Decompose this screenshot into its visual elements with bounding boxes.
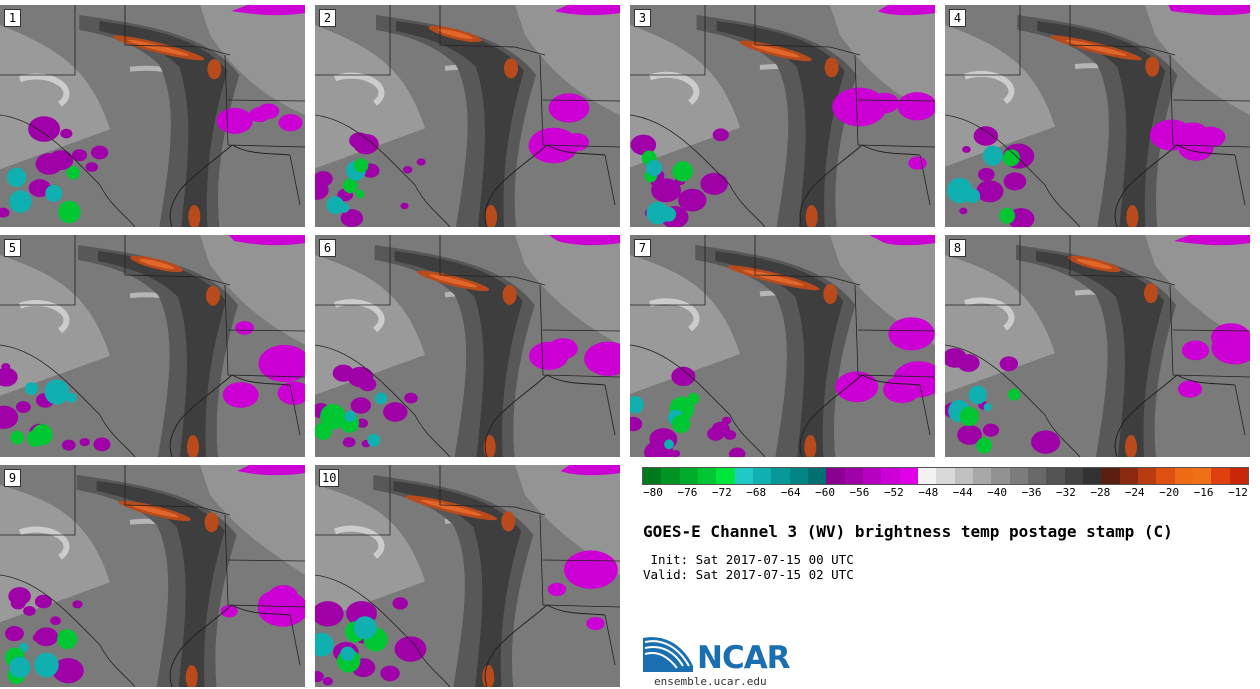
colorbar-swatch [1009, 468, 1028, 484]
brightness-temp-map [315, 235, 620, 457]
brightness-temp-map [0, 5, 305, 227]
colorbar-swatch [862, 468, 882, 484]
map-panel-3: 3 [630, 5, 935, 227]
brightness-temp-map [630, 5, 935, 227]
website-url: ensemble.ucar.edu [654, 675, 767, 688]
map-panel-4: 4 [945, 5, 1250, 227]
colorbar-swatch [716, 468, 735, 484]
colorbar-swatch [1101, 468, 1120, 484]
member-number-badge: 2 [319, 9, 336, 27]
colorbar-swatch [826, 468, 845, 484]
member-number-badge: 10 [319, 469, 340, 487]
colorbar-tick-label: −56 [849, 486, 870, 499]
colorbar-swatch [1137, 468, 1157, 484]
colorbar-swatch [881, 468, 900, 484]
map-panel-10: 10 [315, 465, 620, 687]
colorbar-swatch [643, 468, 662, 484]
member-number-badge: 3 [634, 9, 651, 27]
colorbar-ticks: −80 −76 −72 −68 −64 −60 −56 −52 −48 −44 −40 −36 −32 −… [643, 486, 1248, 500]
member-number-badge: 8 [949, 239, 966, 257]
brightness-temp-map [945, 235, 1250, 457]
map-panel-5: 5 [0, 235, 305, 457]
colorbar-swatch [1119, 468, 1138, 484]
member-number-badge: 7 [634, 239, 651, 257]
colorbar-tick-label: −24 [1124, 486, 1145, 499]
colorbar-swatch [972, 468, 992, 484]
map-panel-9: 9 [0, 465, 305, 687]
member-number-badge: 1 [4, 9, 21, 27]
colorbar-tick-label: −16 [1193, 486, 1214, 499]
colorbar-tick-label: −36 [1021, 486, 1042, 499]
brightness-temp-map [0, 465, 305, 687]
colorbar-tick-label: −32 [1056, 486, 1076, 499]
colorbar-swatch [679, 468, 698, 484]
colorbar-tick-label: −72 [711, 486, 732, 499]
colorbar-swatch [1156, 468, 1175, 484]
valid-time: Valid: Sat 2017-07-15 02 UTC [643, 567, 854, 582]
map-panel-2: 2 [315, 5, 620, 227]
colorbar-swatch [954, 468, 973, 484]
colorbar-tick-label: −68 [746, 486, 767, 499]
colorbar-swatch [697, 468, 717, 484]
colorbar-tick-label: −48 [918, 486, 939, 499]
colorbar-swatch [1046, 468, 1065, 484]
colorbar-swatch [807, 468, 827, 484]
colorbar-swatch [734, 468, 753, 484]
colorbar [642, 467, 1249, 485]
colorbar-tick-label: −40 [987, 486, 1008, 499]
figure-title: GOES-E Channel 3 (WV) brightness temp po… [643, 522, 1173, 541]
brightness-temp-map [0, 235, 305, 457]
colorbar-tick-label: −44 [952, 486, 973, 499]
colorbar-tick-label: −12 [1228, 486, 1248, 499]
member-number-badge: 9 [4, 469, 21, 487]
colorbar-tick-label: −76 [677, 486, 698, 499]
ncar-logo-icon [643, 637, 693, 672]
brightness-temp-map [315, 5, 620, 227]
map-panel-6: 6 [315, 235, 620, 457]
colorbar-swatch [752, 468, 772, 484]
colorbar-tick-label: −64 [780, 486, 801, 499]
colorbar-swatch [771, 468, 790, 484]
colorbar-swatch [1027, 468, 1047, 484]
colorbar-swatch [661, 468, 680, 484]
colorbar-swatch [1174, 468, 1193, 484]
member-number-badge: 6 [319, 239, 336, 257]
brightness-temp-map [630, 235, 935, 457]
map-panel-7: 7 [630, 235, 935, 457]
colorbar-swatch [1192, 468, 1212, 484]
colorbar-swatch [1064, 468, 1083, 484]
logo-text: NCAR [697, 640, 791, 676]
colorbar-swatch [991, 468, 1010, 484]
colorbar-swatch [789, 468, 808, 484]
map-panel-1: 1 [0, 5, 305, 227]
colorbar-swatch [1211, 468, 1230, 484]
colorbar-swatch [1082, 468, 1102, 484]
colorbar-swatch [899, 468, 918, 484]
map-panel-8: 8 [945, 235, 1250, 457]
member-number-badge: 5 [4, 239, 21, 257]
brightness-temp-map [945, 5, 1250, 227]
colorbar-swatch [936, 468, 955, 484]
brightness-temp-map [315, 465, 620, 687]
colorbar-swatch [917, 468, 937, 484]
member-number-badge: 4 [949, 9, 966, 27]
colorbar-swatch [844, 468, 863, 484]
colorbar-tick-label: −28 [1090, 486, 1111, 499]
colorbar-swatch [1229, 468, 1248, 484]
colorbar-tick-label: −80 [643, 486, 663, 499]
colorbar-tick-label: −20 [1159, 486, 1180, 499]
init-time: Init: Sat 2017-07-15 00 UTC [643, 552, 854, 567]
colorbar-tick-label: −60 [815, 486, 835, 499]
colorbar-tick-label: −52 [883, 486, 904, 499]
